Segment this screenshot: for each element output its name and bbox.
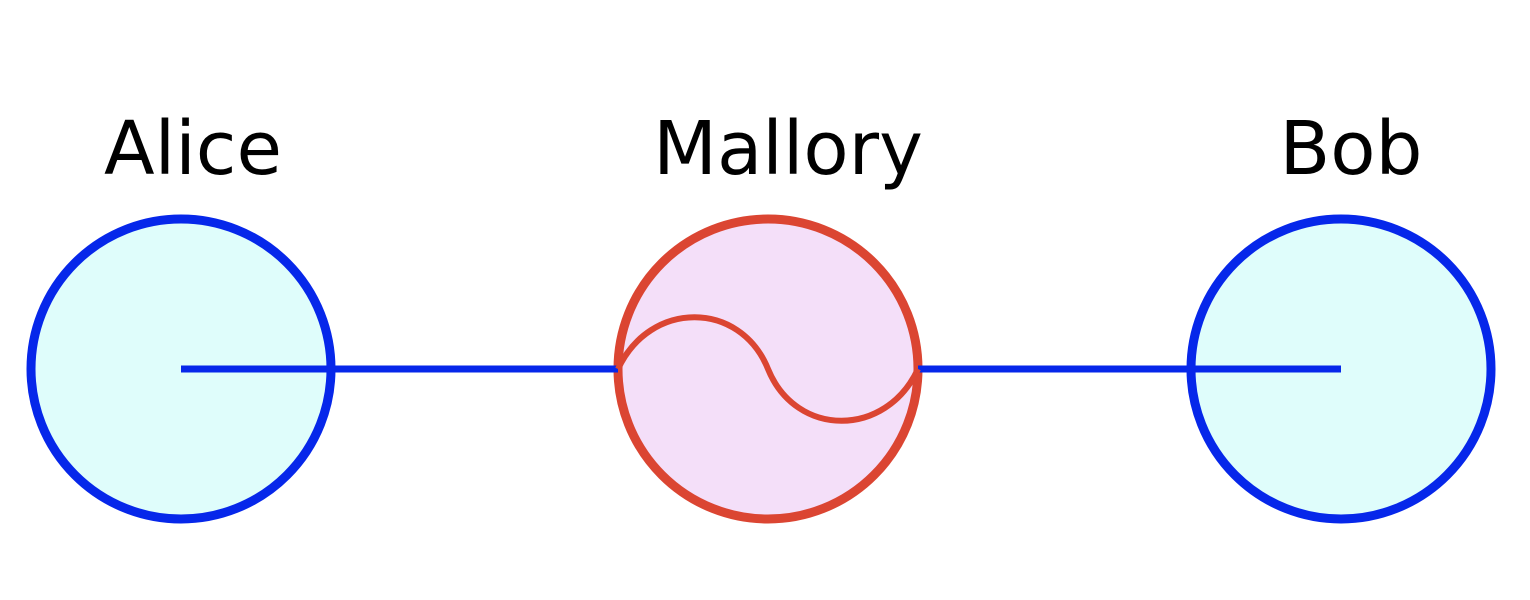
mallory-label: Mallory [653, 106, 923, 192]
alice-label: Alice [104, 106, 282, 192]
bob-label: Bob [1279, 106, 1423, 192]
interception-wave-icon [615, 314, 921, 424]
